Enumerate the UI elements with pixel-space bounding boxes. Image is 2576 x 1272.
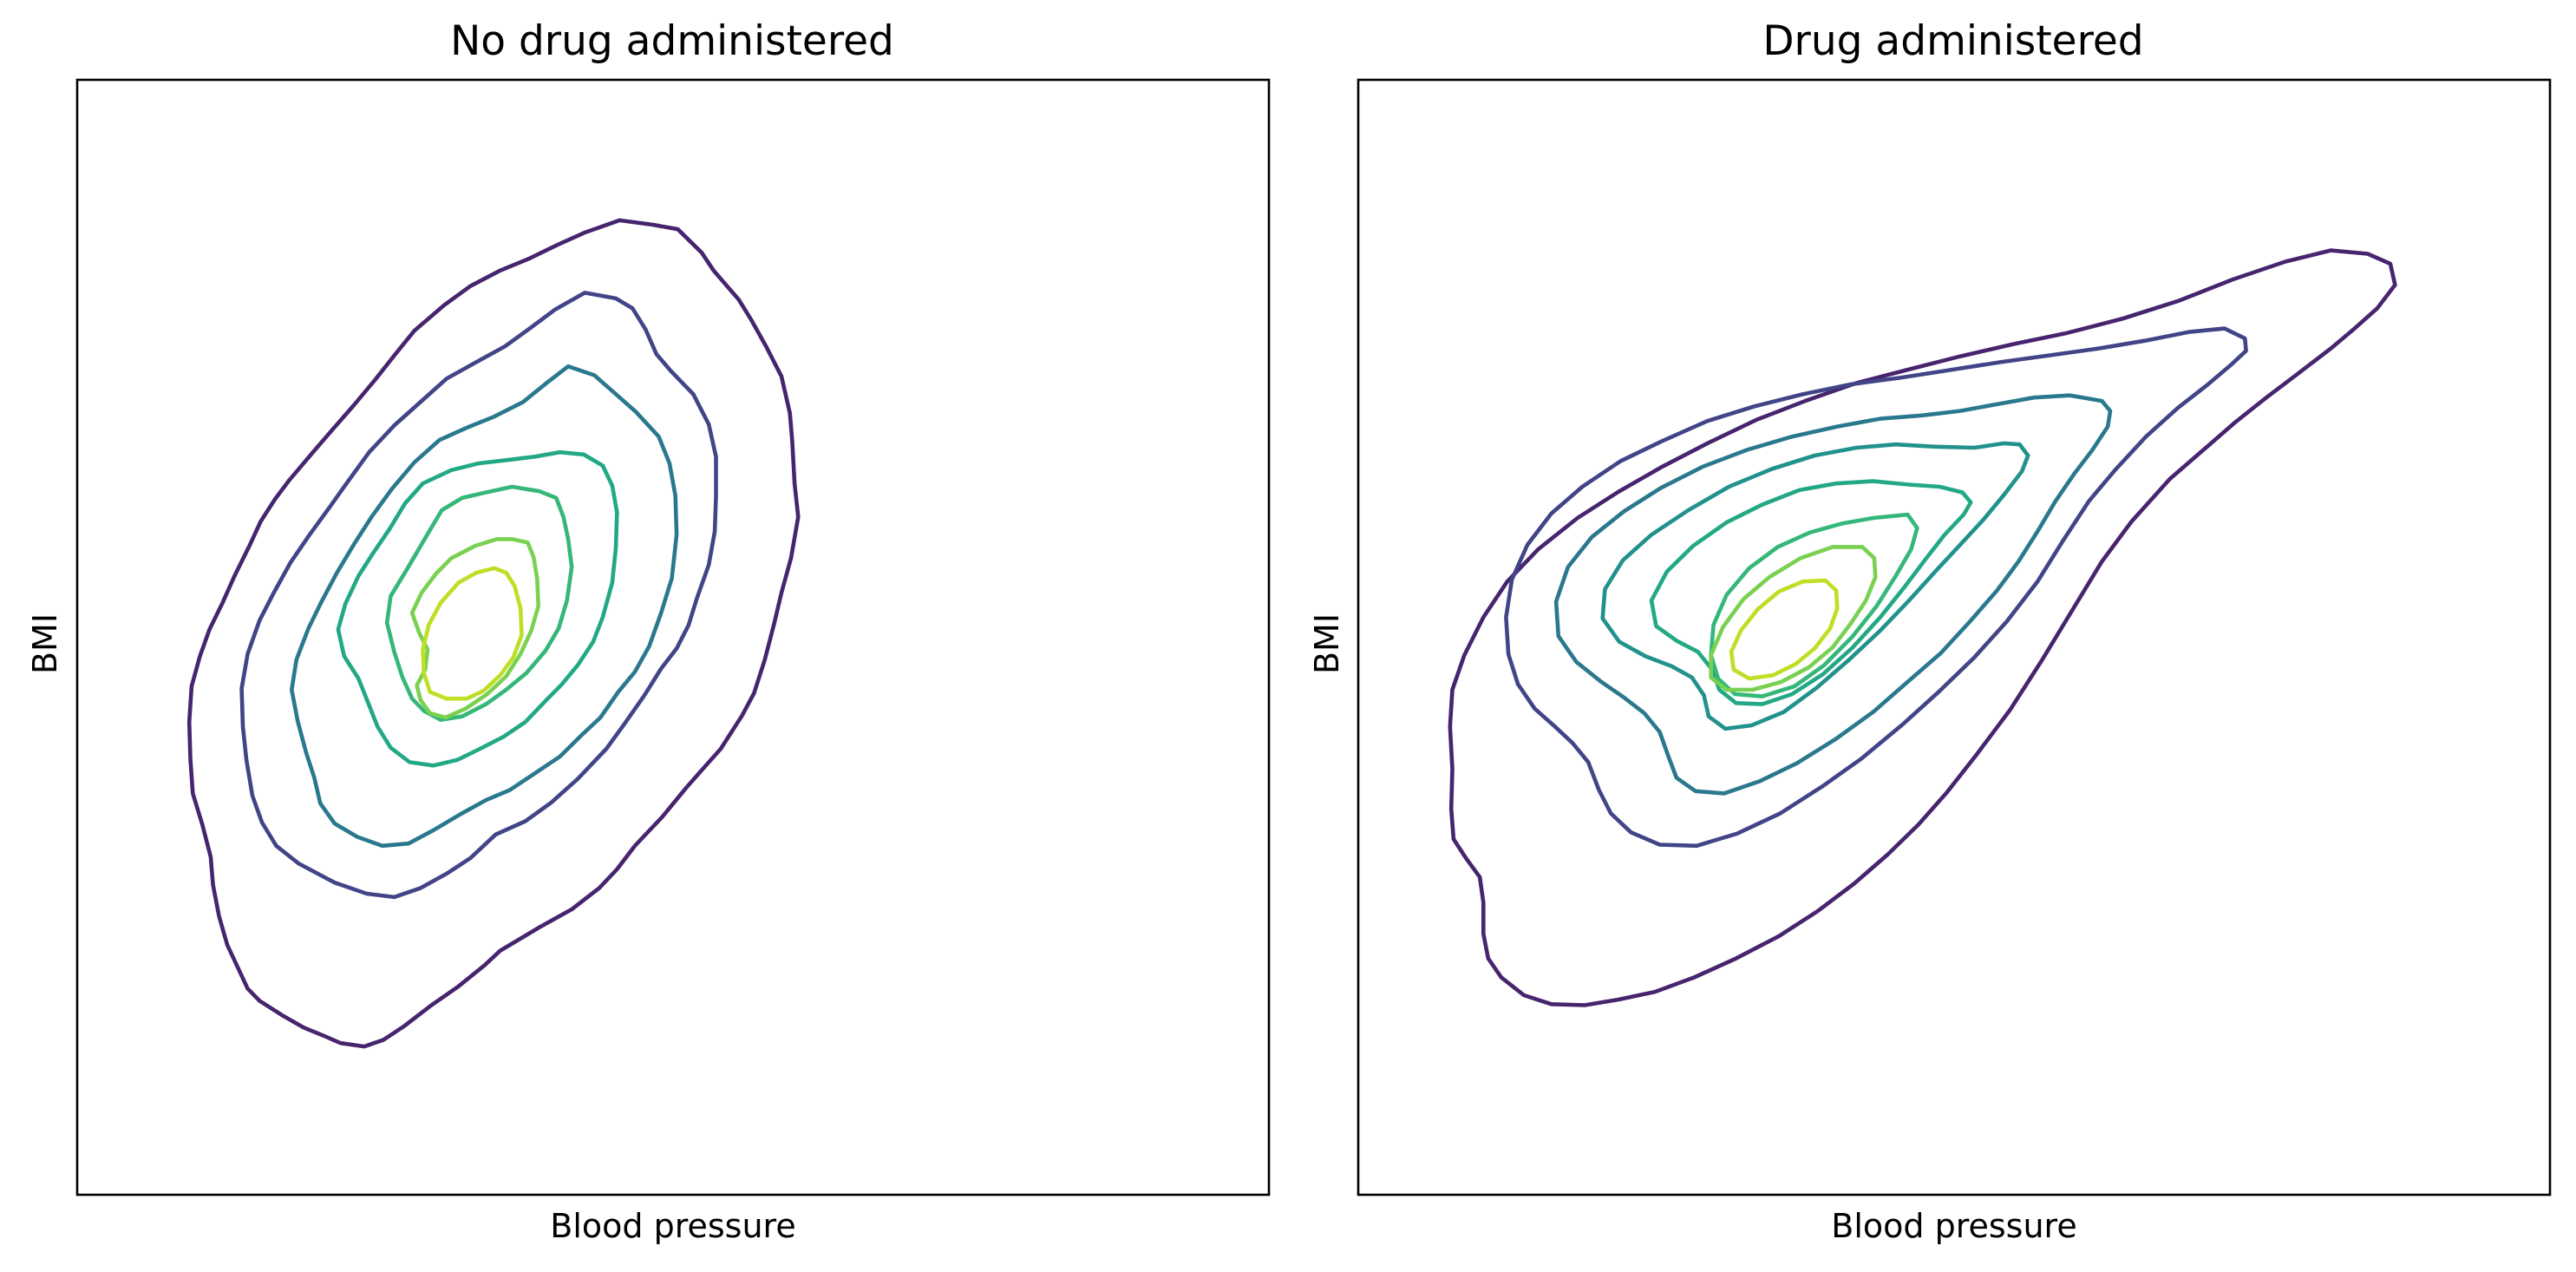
contour-level-5 <box>1649 479 1973 706</box>
contour-level-7 <box>1709 545 1878 692</box>
contour-level-7 <box>421 566 524 701</box>
contour-level-1 <box>1448 248 2397 1007</box>
contour-level-4 <box>336 449 619 768</box>
y-axis-label: BMI <box>1308 613 1346 674</box>
contour-plot-area <box>186 218 801 1049</box>
subplot-no-drug: No drug administered Blood pressure BMI <box>26 17 1271 1245</box>
contour-level-3 <box>290 364 679 849</box>
contour-level-8 <box>1729 578 1840 681</box>
contour-level-3 <box>1553 393 2113 796</box>
axes-frame <box>1357 78 2552 1197</box>
x-axis-label: Blood pressure <box>1831 1207 2076 1245</box>
contour-level-2 <box>1504 326 2248 849</box>
subplot-title: No drug administered <box>450 17 894 65</box>
contour-plot-area <box>1448 248 2397 1007</box>
contour-level-4 <box>1600 441 2030 731</box>
contour-level-2 <box>239 291 718 900</box>
subplot-drug: Drug administered Blood pressure BMI <box>1308 17 2552 1245</box>
subplot-title: Drug administered <box>1762 17 2143 65</box>
contour-level-6 <box>409 537 540 720</box>
axes-frame <box>75 78 1271 1197</box>
contour-level-1 <box>186 218 801 1049</box>
contour-level-6 <box>1709 512 1919 698</box>
y-axis-label: BMI <box>26 613 64 674</box>
x-axis-label: Blood pressure <box>550 1207 795 1245</box>
contour-level-5 <box>384 484 574 722</box>
